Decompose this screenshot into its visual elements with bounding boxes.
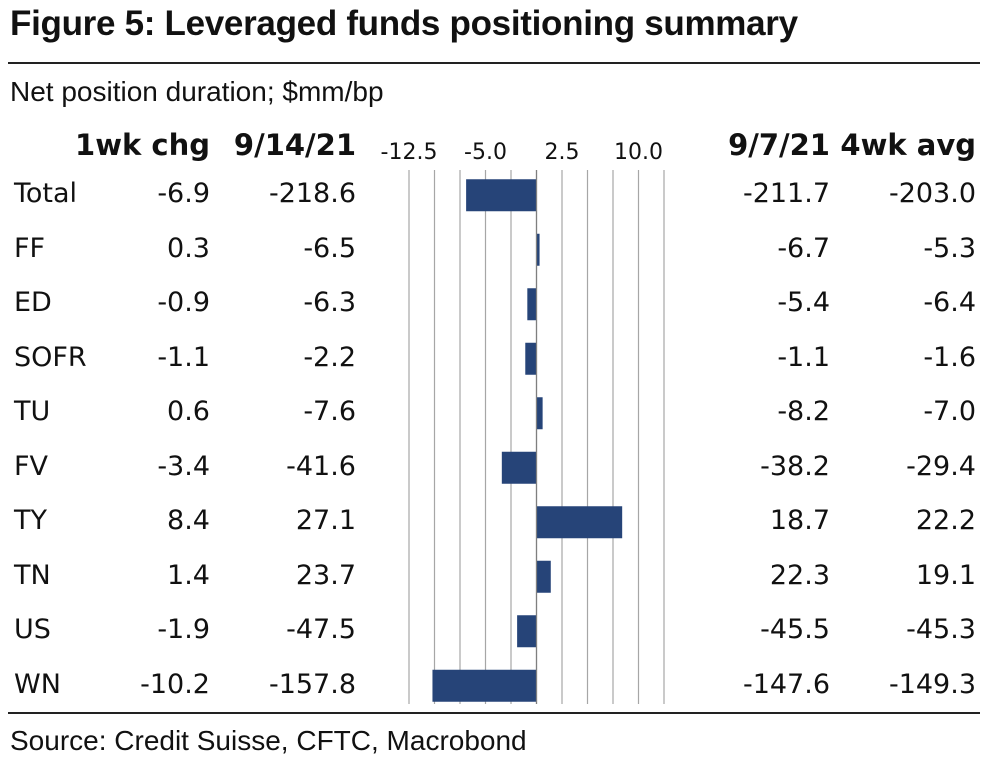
subtitle: Net position duration; $mm/bp	[10, 76, 384, 107]
cell-current: -7.6	[303, 396, 356, 427]
row-label: FV	[14, 450, 49, 482]
cell-current: -6.3	[303, 287, 356, 318]
row-label: SOFR	[14, 341, 87, 373]
cell-previous: 18.7	[769, 505, 830, 536]
bar-ed	[527, 288, 537, 321]
cell-current: 23.7	[295, 559, 356, 591]
cell-avg: 19.1	[915, 559, 976, 591]
cell-current: -157.8	[268, 668, 356, 700]
cell-chg: -1.9	[157, 614, 210, 645]
cell-current: -6.5	[303, 232, 356, 264]
cell-avg: -149.3	[888, 668, 976, 700]
header-current-date: 9/14/21	[233, 128, 356, 162]
cell-previous: -6.7	[777, 232, 830, 264]
axis-tick-label: 2.5	[544, 140, 580, 165]
cell-previous: -147.6	[742, 668, 830, 700]
row-label: WN	[14, 668, 61, 700]
axis-tick-label: -5.0	[464, 140, 507, 165]
header-4wk-avg: 4wk avg	[840, 128, 976, 162]
cell-current: -218.6	[268, 178, 356, 209]
cell-previous: -45.5	[760, 614, 830, 645]
cell-chg: -6.9	[157, 178, 210, 209]
row-label: TY	[14, 505, 47, 536]
cell-avg: -29.4	[906, 450, 976, 482]
cell-chg: -3.4	[157, 450, 210, 482]
bar-tn	[536, 560, 551, 593]
cell-chg: 8.4	[167, 505, 210, 536]
cell-avg: -6.4	[923, 287, 976, 318]
cell-current: -41.6	[286, 450, 356, 482]
source-note: Source: Credit Suisse, CFTC, Macrobond	[10, 725, 527, 756]
cell-current: -2.2	[303, 341, 356, 373]
row-label: TN	[14, 559, 51, 591]
cell-avg: -45.3	[906, 614, 976, 645]
row-label: Total	[14, 178, 78, 209]
bar-sofr	[525, 342, 537, 375]
cell-previous: -8.2	[777, 396, 830, 427]
cell-avg: -1.6	[923, 341, 976, 373]
row-label: ED	[14, 287, 52, 318]
bar-ty	[536, 506, 623, 539]
bar-ff	[536, 233, 540, 266]
cell-chg: 1.4	[167, 559, 210, 591]
cell-avg: -203.0	[888, 178, 976, 209]
cell-chg: -0.9	[157, 287, 210, 318]
figure-title: Figure 5: Leveraged funds positioning su…	[10, 4, 798, 43]
cell-previous: -211.7	[742, 178, 830, 209]
axis-tick-label: -12.5	[380, 140, 438, 165]
row-label: FF	[14, 232, 46, 264]
cell-current: 27.1	[295, 505, 356, 536]
bar-tu	[536, 397, 543, 430]
cell-previous: 22.3	[769, 559, 830, 591]
axis-tick-label: 10.0	[614, 140, 663, 165]
row-label: US	[14, 614, 51, 645]
cell-avg: -7.0	[923, 396, 976, 427]
cell-chg: -10.2	[140, 668, 210, 700]
cell-chg: 0.3	[167, 232, 210, 264]
title-rule	[8, 62, 980, 64]
cell-chg: 0.6	[167, 396, 210, 427]
bottom-rule	[8, 712, 980, 714]
cell-chg: -1.1	[157, 341, 210, 373]
bar-us	[517, 615, 537, 648]
cell-previous: -38.2	[760, 450, 830, 482]
row-label: TU	[14, 396, 51, 427]
bar-fv	[501, 451, 537, 484]
cell-previous: -1.1	[777, 341, 830, 373]
cell-avg: 22.2	[915, 505, 976, 536]
bar-wn	[432, 669, 537, 702]
cell-current: -47.5	[286, 614, 356, 645]
cell-previous: -5.4	[777, 287, 830, 318]
header-1wk-chg: 1wk chg	[75, 128, 210, 162]
header-previous-date: 9/7/21	[728, 128, 830, 162]
cell-avg: -5.3	[923, 232, 976, 264]
bar-total	[466, 179, 537, 212]
